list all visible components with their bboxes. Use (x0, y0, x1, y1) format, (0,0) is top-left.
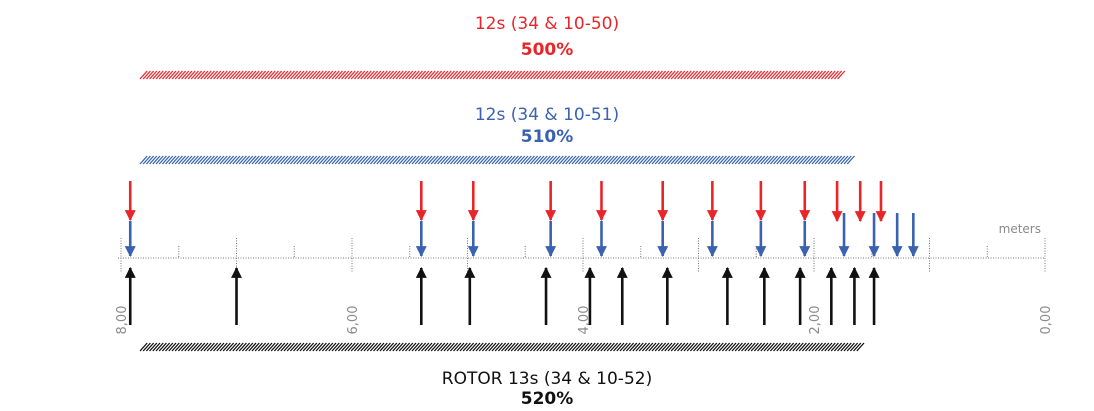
axis-tick-label: 6,00 (346, 306, 361, 335)
red-gearset-name: 12s (34 & 10-50) (474, 14, 620, 34)
red-range-bar (139, 70, 846, 80)
black-gearset-percent: 520% (520, 389, 574, 409)
axis-tick-label: 2,00 (808, 306, 823, 335)
red-gearset-percent: 500% (520, 40, 574, 60)
axis-tick-label: 8,00 (115, 306, 130, 335)
axis-tick-label: 4,00 (577, 306, 592, 335)
black-range-bar (139, 342, 865, 352)
blue-gearset-name: 12s (34 & 10-51) (474, 105, 620, 125)
blue-range-bar (139, 155, 855, 165)
blue-gearset-percent: 510% (520, 127, 574, 147)
axis-unit-label: meters (999, 222, 1041, 236)
black-gearset-name: ROTOR 13s (34 & 10-52) (441, 369, 653, 389)
axis-tick-label: 0,00 (1039, 306, 1054, 335)
